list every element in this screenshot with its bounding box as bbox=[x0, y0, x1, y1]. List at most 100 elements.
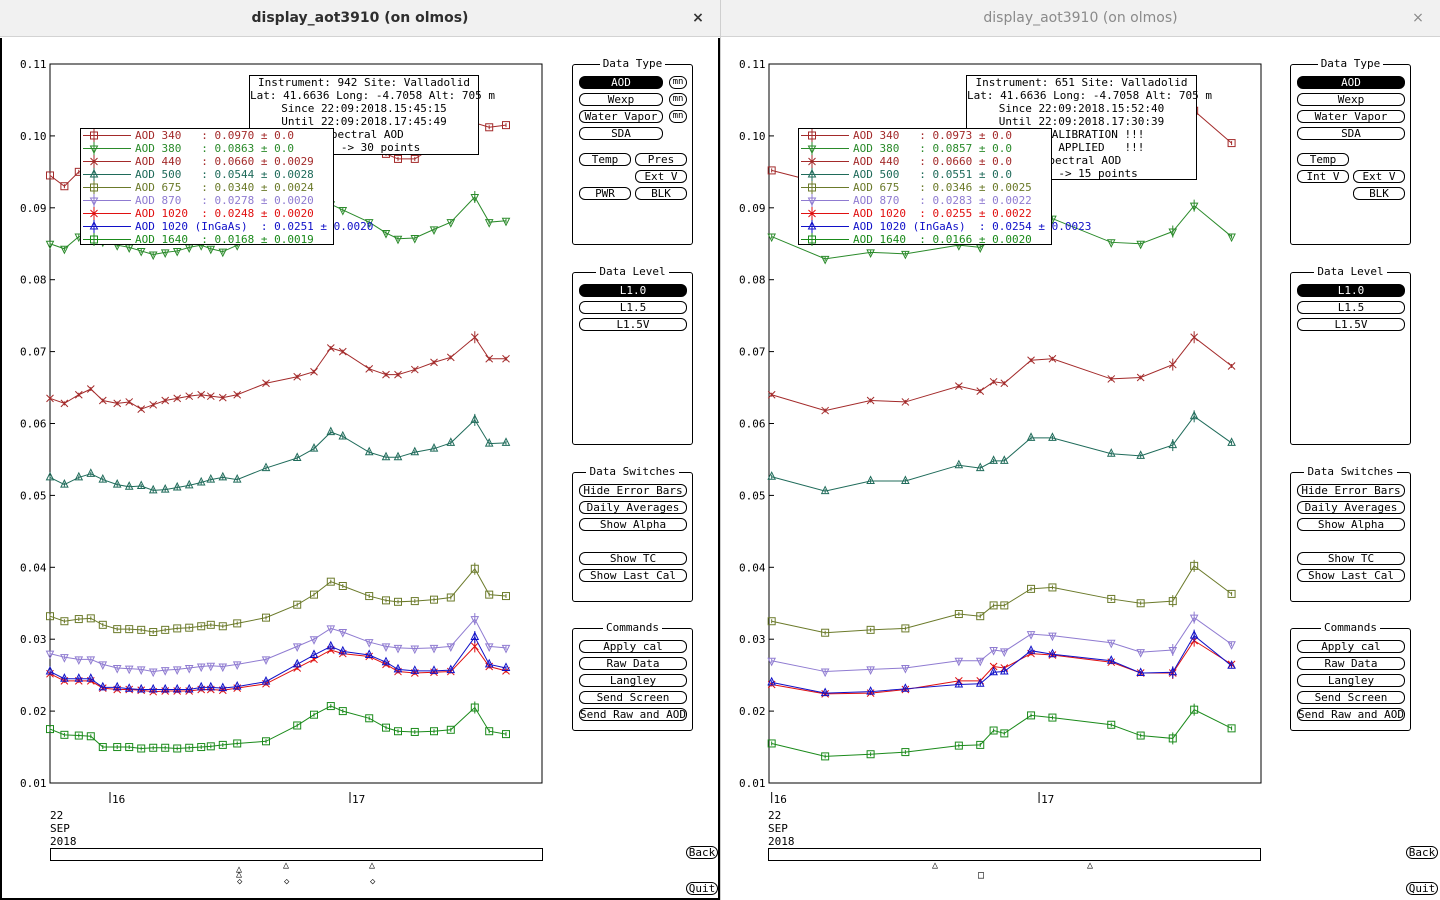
aod-mn-button[interactable]: mn bbox=[669, 76, 687, 89]
data-point bbox=[1168, 646, 1178, 656]
show-tc-button[interactable]: Show TC bbox=[1297, 552, 1405, 565]
legend-entry: AOD 500 : 0.0551 ± 0.0 bbox=[799, 168, 1051, 181]
time-scrollbar[interactable] bbox=[768, 848, 1261, 861]
data-type-wexp-button[interactable]: Wexp bbox=[1297, 93, 1405, 106]
close-icon[interactable]: × bbox=[692, 10, 704, 26]
data-point bbox=[46, 394, 54, 403]
titlebar-left[interactable]: display_aot3910 (on olmos) × bbox=[0, 0, 720, 37]
x-tick-label: 17 bbox=[352, 793, 365, 806]
data-point bbox=[1136, 667, 1145, 676]
langley-button[interactable]: Langley bbox=[579, 674, 687, 687]
bottom-marker: □ bbox=[978, 870, 985, 881]
int-v-button[interactable]: Int V bbox=[1297, 170, 1349, 183]
data-point bbox=[137, 405, 146, 413]
data-point bbox=[172, 481, 182, 491]
series-line bbox=[49, 336, 506, 410]
data-point bbox=[160, 667, 170, 676]
y-tick-label: 0.09 bbox=[739, 202, 766, 215]
raw-data-button[interactable]: Raw Data bbox=[579, 657, 687, 670]
data-point bbox=[45, 665, 55, 675]
back-button[interactable]: Back bbox=[1406, 846, 1438, 859]
window-left: display_aot3910 (on olmos) × 0.11 0.10 0.0… bbox=[0, 0, 720, 900]
legend-marker bbox=[808, 209, 816, 218]
show-alpha-button[interactable]: Show Alpha bbox=[579, 518, 687, 531]
level-l10-button[interactable]: L1.0 bbox=[579, 284, 687, 297]
data-point bbox=[184, 664, 194, 674]
langley-button[interactable]: Langley bbox=[1297, 674, 1405, 687]
data-type-wexp-button[interactable]: Wexp bbox=[579, 93, 663, 106]
water-vapor-mn-button[interactable]: mn bbox=[669, 110, 687, 123]
level-l15v-button[interactable]: L1.5V bbox=[579, 318, 687, 331]
data-type-aod-button[interactable]: AOD bbox=[1297, 76, 1405, 89]
titlebar-right[interactable]: display_aot3910 (on olmos) × bbox=[721, 0, 1440, 37]
data-point bbox=[866, 625, 875, 634]
wexp-mn-button[interactable]: mn bbox=[669, 93, 687, 106]
ext-v-button[interactable]: Ext V bbox=[1353, 170, 1405, 183]
level-l15v-button[interactable]: L1.5V bbox=[1297, 318, 1405, 331]
show-tc-button[interactable]: Show TC bbox=[579, 552, 687, 565]
send-raw-and-aod-button[interactable]: Send Raw and AOD bbox=[1297, 708, 1405, 721]
data-type-water-vapor-button[interactable]: Water Vapor bbox=[579, 110, 663, 123]
data-point bbox=[485, 727, 494, 736]
send-screen-button[interactable]: Send Screen bbox=[579, 691, 687, 704]
daily-averages-button[interactable]: Daily Averages bbox=[1297, 501, 1405, 514]
data-point bbox=[767, 233, 776, 243]
blk-button[interactable]: BLK bbox=[635, 187, 687, 200]
level-l10-button[interactable]: L1.0 bbox=[1297, 284, 1405, 297]
data-point bbox=[197, 622, 206, 631]
apply-cal-button[interactable]: Apply cal bbox=[1297, 640, 1405, 653]
hide-error-bars-button[interactable]: Hide Error Bars bbox=[579, 484, 687, 497]
data-point bbox=[184, 683, 194, 693]
info-line: Lat: 41.6636 Long: -4.7058 Alt: 705 m bbox=[967, 89, 1213, 102]
data-point bbox=[218, 248, 228, 258]
data-point bbox=[309, 649, 319, 659]
data-point bbox=[86, 673, 96, 682]
back-button[interactable]: Back bbox=[686, 846, 718, 859]
time-scrollbar[interactable] bbox=[50, 848, 543, 861]
data-point bbox=[206, 620, 215, 629]
data-point bbox=[218, 682, 228, 692]
ext-v-button[interactable]: Ext V bbox=[635, 170, 687, 183]
daily-averages-button[interactable]: Daily Averages bbox=[579, 501, 687, 514]
send-screen-button[interactable]: Send Screen bbox=[1297, 691, 1405, 704]
close-icon[interactable]: × bbox=[1412, 10, 1424, 26]
data-point bbox=[326, 426, 336, 436]
data-type-water-vapor-button[interactable]: Water Vapor bbox=[1297, 110, 1405, 123]
data-type-aod-button[interactable]: AOD bbox=[579, 76, 663, 89]
show-last-cal-button[interactable]: Show Last Cal bbox=[1297, 569, 1405, 582]
blk-button[interactable]: BLK bbox=[1353, 187, 1405, 200]
data-point bbox=[74, 471, 84, 481]
data-type-sda-button[interactable]: SDA bbox=[1297, 127, 1405, 140]
legend-marker bbox=[807, 168, 817, 178]
temp-button[interactable]: Temp bbox=[1297, 153, 1349, 166]
pwr-button[interactable]: PWR bbox=[579, 187, 631, 200]
legend-label: AOD 870 : 0.0283 ± 0.0022 bbox=[853, 194, 1032, 207]
data-type-sda-button[interactable]: SDA bbox=[579, 127, 663, 140]
apply-cal-button[interactable]: Apply cal bbox=[579, 640, 687, 653]
show-alpha-button[interactable]: Show Alpha bbox=[1297, 518, 1405, 531]
send-raw-and-aod-button[interactable]: Send Raw and AOD bbox=[579, 708, 687, 721]
info-line: Since 22:09:2018.15:52:40 bbox=[998, 102, 1165, 115]
temp-button[interactable]: Temp bbox=[579, 153, 631, 166]
info-line: Spectral AOD bbox=[324, 128, 404, 141]
quit-button[interactable]: Quit bbox=[686, 882, 718, 895]
data-point bbox=[1190, 333, 1199, 342]
legend-marker bbox=[89, 220, 99, 230]
data-point bbox=[1227, 139, 1236, 148]
data-point bbox=[410, 665, 420, 674]
legend-swatch bbox=[83, 233, 131, 246]
level-l15-button[interactable]: L1.5 bbox=[1297, 301, 1405, 314]
raw-data-button[interactable]: Raw Data bbox=[1297, 657, 1405, 670]
legend-label: AOD 340 : 0.0973 ± 0.0 bbox=[853, 129, 1012, 142]
data-point bbox=[502, 121, 510, 130]
pres-button[interactable]: Pres bbox=[635, 153, 687, 166]
data-point bbox=[74, 731, 83, 740]
legend-label: AOD 1020 : 0.0248 ± 0.0020 bbox=[135, 207, 314, 220]
show-last-cal-button[interactable]: Show Last Cal bbox=[579, 569, 687, 582]
x-tick-label: 16 bbox=[112, 793, 125, 806]
level-l15-button[interactable]: L1.5 bbox=[579, 301, 687, 314]
hide-error-bars-button[interactable]: Hide Error Bars bbox=[1297, 484, 1405, 497]
data-point bbox=[206, 662, 216, 672]
data-point bbox=[382, 370, 390, 379]
quit-button[interactable]: Quit bbox=[1406, 882, 1438, 895]
